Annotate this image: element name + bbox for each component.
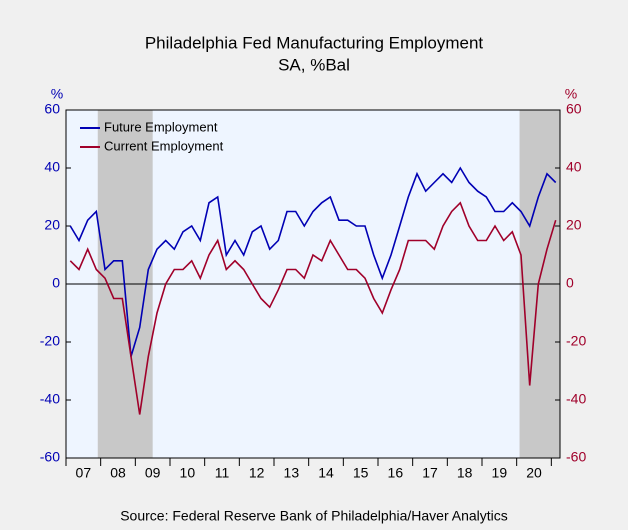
y2-tick-label: 20 — [566, 217, 582, 233]
y-tick-label: -20 — [40, 333, 60, 349]
y-tick-label: 20 — [44, 217, 60, 233]
series-line — [69, 166, 557, 357]
x-tick-label: 18 — [457, 465, 473, 481]
y2-tick-label: -20 — [566, 333, 586, 349]
x-tick-label: 17 — [422, 465, 438, 481]
y2-tick-label: -60 — [566, 449, 586, 465]
y2-tick-label: 40 — [566, 159, 582, 175]
y-tick-label: 40 — [44, 159, 60, 175]
y-tick-label: 60 — [44, 101, 60, 117]
x-tick-label: 19 — [492, 465, 508, 481]
chart-subtitle: SA, %Bal — [278, 55, 350, 74]
series-line — [69, 201, 557, 415]
y-tick-label: 0 — [52, 275, 60, 291]
x-tick-label: 13 — [284, 465, 300, 481]
y2-axis-label: % — [565, 86, 577, 102]
x-tick-label: 09 — [145, 465, 161, 481]
x-tick-label: 14 — [318, 465, 334, 481]
x-tick-label: 11 — [215, 465, 230, 481]
chart-title: Philadelphia Fed Manufacturing Employmen… — [145, 33, 484, 52]
x-tick-label: 15 — [353, 465, 369, 481]
legend-label: Current Employment — [104, 138, 224, 153]
x-tick-label: 16 — [388, 465, 404, 481]
y-tick-label: -60 — [40, 449, 60, 465]
y2-tick-label: 60 — [566, 101, 582, 117]
legend-label: Future Employment — [104, 119, 218, 134]
plot-frame — [65, 109, 561, 459]
source: Source: Federal Reserve Bank of Philadel… — [120, 508, 508, 524]
y-tick-label: -40 — [40, 391, 60, 407]
x-tick-label: 20 — [526, 465, 542, 481]
x-tick-label: 07 — [76, 465, 92, 481]
y2-tick-label: -40 — [566, 391, 586, 407]
x-tick-label: 12 — [249, 465, 265, 481]
y2-tick-label: 0 — [566, 275, 574, 291]
x-tick-label: 10 — [180, 465, 196, 481]
y-axis-label: % — [51, 86, 63, 102]
x-tick-label: 08 — [110, 465, 126, 481]
